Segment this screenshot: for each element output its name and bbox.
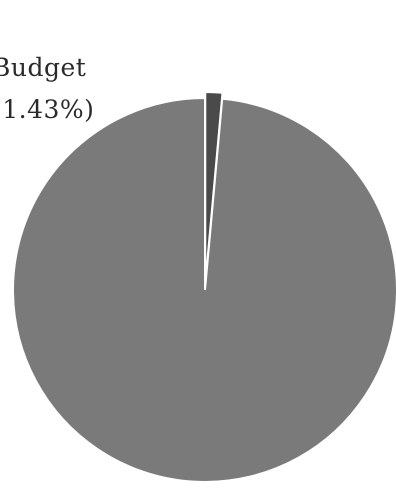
pie-slice-other [13,98,396,482]
slice-label-budget-name: Budget [0,55,86,80]
slice-label-budget-percent: (1.43%) [0,97,94,122]
